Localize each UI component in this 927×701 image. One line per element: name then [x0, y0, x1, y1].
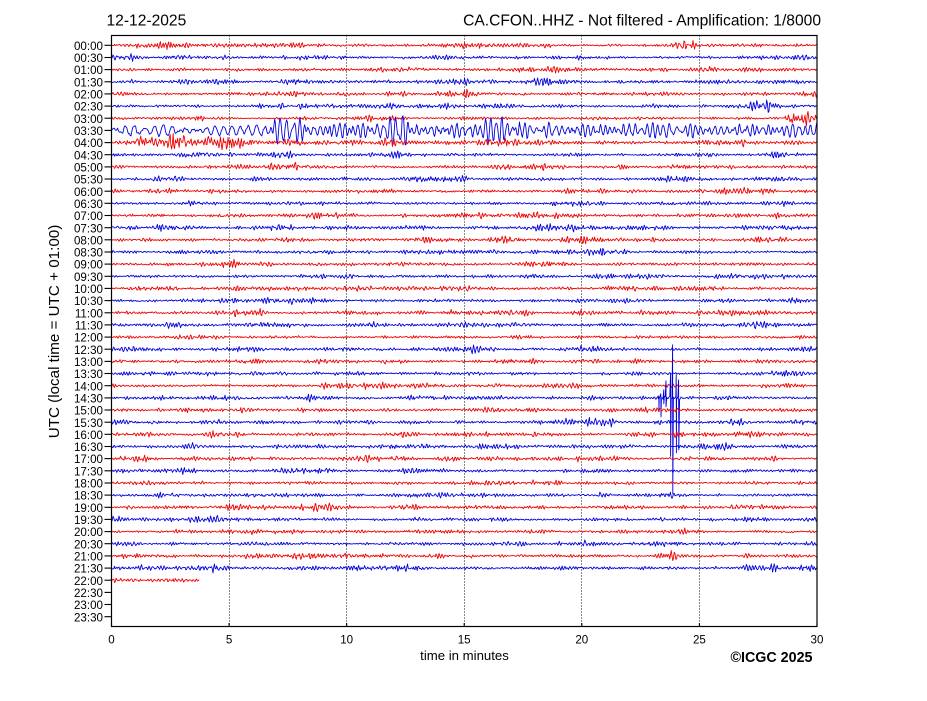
svg-text:14:00: 14:00 [74, 380, 103, 393]
svg-text:03:30: 03:30 [74, 125, 103, 138]
svg-text:11:00: 11:00 [75, 307, 103, 320]
svg-text:00:00: 00:00 [74, 40, 103, 53]
svg-text:12:30: 12:30 [74, 344, 103, 357]
svg-text:CA.CFON..HHZ - Not filtered -: CA.CFON..HHZ - Not filtered - Amplificat… [463, 12, 821, 29]
svg-text:12:00: 12:00 [74, 332, 103, 345]
svg-text:19:00: 19:00 [74, 502, 103, 515]
svg-text:01:30: 01:30 [74, 76, 103, 89]
svg-text:20:00: 20:00 [74, 526, 103, 539]
svg-text:16:30: 16:30 [74, 441, 103, 454]
svg-text:23:30: 23:30 [74, 611, 103, 624]
svg-text:22:30: 22:30 [74, 587, 103, 600]
svg-text:02:00: 02:00 [74, 89, 103, 102]
svg-text:09:30: 09:30 [74, 271, 103, 284]
svg-text:06:00: 06:00 [74, 186, 103, 199]
svg-text:21:00: 21:00 [74, 551, 103, 564]
svg-text:05:30: 05:30 [74, 174, 103, 187]
svg-text:05:00: 05:00 [74, 162, 103, 175]
svg-text:01:00: 01:00 [74, 64, 103, 77]
svg-text:11:30: 11:30 [75, 320, 103, 333]
svg-text:07:00: 07:00 [74, 210, 103, 223]
svg-text:17:30: 17:30 [74, 465, 103, 478]
svg-text:06:30: 06:30 [74, 198, 103, 211]
svg-text:25: 25 [693, 634, 706, 647]
svg-text:03:00: 03:00 [74, 113, 103, 126]
svg-text:04:30: 04:30 [74, 149, 103, 162]
svg-text:17:00: 17:00 [74, 453, 103, 466]
svg-text:04:00: 04:00 [74, 137, 103, 150]
svg-text:5: 5 [226, 634, 232, 647]
svg-text:30: 30 [811, 634, 824, 647]
svg-text:20: 20 [575, 634, 588, 647]
svg-text:00:30: 00:30 [74, 52, 103, 65]
svg-text:time in minutes: time in minutes [420, 648, 509, 663]
svg-text:©ICGC 2025: ©ICGC 2025 [730, 650, 812, 666]
svg-text:23:00: 23:00 [74, 599, 103, 612]
svg-text:09:00: 09:00 [74, 259, 103, 272]
svg-text:10: 10 [340, 634, 353, 647]
svg-text:10:00: 10:00 [74, 283, 103, 296]
svg-text:08:30: 08:30 [74, 247, 103, 260]
svg-text:UTC (local time = UTC + 01:00): UTC (local time = UTC + 01:00) [46, 225, 63, 439]
svg-text:02:30: 02:30 [74, 101, 103, 114]
svg-text:20:30: 20:30 [74, 538, 103, 551]
svg-text:0: 0 [108, 634, 114, 647]
svg-text:16:00: 16:00 [74, 429, 103, 442]
svg-text:19:30: 19:30 [74, 514, 103, 527]
svg-text:15:00: 15:00 [74, 405, 103, 418]
svg-text:22:00: 22:00 [74, 575, 103, 588]
svg-text:07:30: 07:30 [74, 222, 103, 235]
svg-text:18:00: 18:00 [74, 478, 103, 491]
svg-text:10:30: 10:30 [74, 295, 103, 308]
svg-text:18:30: 18:30 [74, 490, 103, 503]
svg-text:12-12-2025: 12-12-2025 [107, 12, 187, 29]
svg-text:08:00: 08:00 [74, 234, 103, 247]
svg-text:13:30: 13:30 [74, 368, 103, 381]
svg-text:13:00: 13:00 [74, 356, 103, 369]
svg-text:14:30: 14:30 [74, 393, 103, 406]
svg-text:21:30: 21:30 [74, 563, 103, 576]
svg-text:15:30: 15:30 [74, 417, 103, 430]
svg-text:15: 15 [458, 634, 471, 647]
